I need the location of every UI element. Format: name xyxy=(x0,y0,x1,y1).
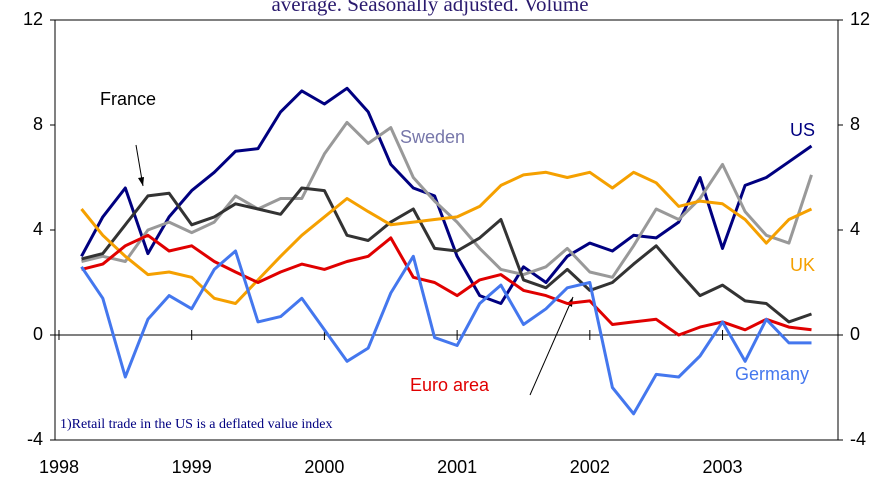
y2-tick-label: 8 xyxy=(850,114,860,134)
series-line xyxy=(80,86,813,305)
x-tick-label: 2000 xyxy=(304,457,344,477)
footnote: 1)Retail trade in the US is a deflated v… xyxy=(60,417,333,432)
series-label: Germany xyxy=(735,364,809,384)
series-label: UK xyxy=(790,255,815,275)
x-tick-label: 1999 xyxy=(172,457,212,477)
series-label: US xyxy=(790,120,815,140)
chart-title: average. Seasonally adjusted. Volume xyxy=(271,0,588,16)
x-tick-label: 2001 xyxy=(437,457,477,477)
x-tick-label: 2003 xyxy=(703,457,743,477)
y-tick-label: -4 xyxy=(27,429,43,449)
x-tick-label: 2002 xyxy=(570,457,610,477)
y-tick-label: 12 xyxy=(23,9,43,29)
y-tick-label: 8 xyxy=(33,114,43,134)
series-line xyxy=(81,120,813,279)
y2-tick-label: -4 xyxy=(850,429,866,449)
series-line xyxy=(81,233,812,337)
y-tick-label: 4 xyxy=(33,219,43,239)
series-line xyxy=(81,186,812,324)
y2-tick-label: 4 xyxy=(850,219,860,239)
series-label: France xyxy=(100,89,156,109)
y2-tick-label: 12 xyxy=(850,9,870,29)
series-label: Sweden xyxy=(400,127,465,147)
series-label: Euro area xyxy=(410,375,490,395)
y2-tick-label: 0 xyxy=(850,324,860,344)
series-line xyxy=(80,249,812,416)
arrow xyxy=(529,296,574,396)
y-tick-label: 0 xyxy=(33,324,43,344)
x-tick-label: 1998 xyxy=(39,457,79,477)
arrowhead xyxy=(138,177,144,186)
